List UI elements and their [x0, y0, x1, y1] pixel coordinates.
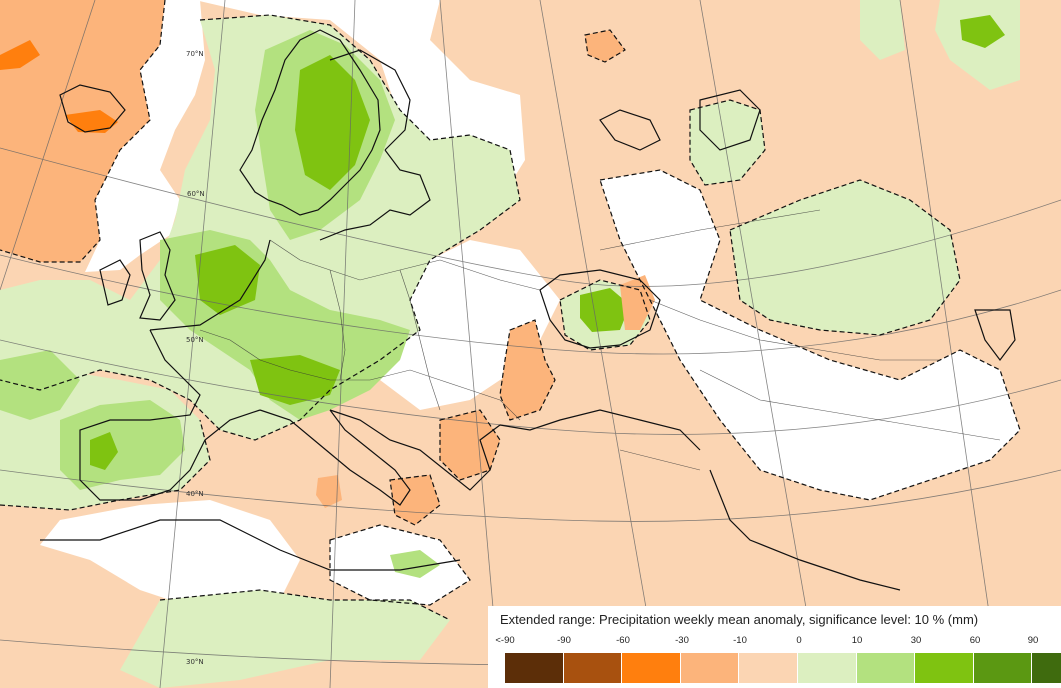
anomaly-neutral-north	[85, 0, 205, 272]
legend-label: 30	[910, 635, 922, 646]
anomaly-wet-southwest	[0, 350, 80, 420]
anomaly-wet-strong-alps	[250, 355, 340, 405]
anomaly-wet-strong-iberia	[90, 432, 118, 470]
country-borders	[199, 209, 1001, 471]
legend-swatch	[505, 653, 563, 683]
legend-label: -60	[616, 635, 630, 646]
anomaly-dry-ukraine	[620, 275, 655, 330]
anomaly-wet-light-russia	[730, 180, 960, 335]
legend-swatch	[563, 653, 622, 683]
legend-label: -30	[675, 635, 689, 646]
anomaly-dry-strong-greenland	[0, 40, 40, 70]
legend-swatch	[973, 653, 1032, 683]
legend-color-bar	[505, 653, 1061, 683]
legend-label: 90	[1027, 635, 1039, 646]
anomaly-wet-iberia	[60, 400, 185, 490]
legend-label: 10	[851, 635, 863, 646]
anomaly-wet-nw-africa	[390, 550, 440, 578]
lat-label-70: 70°N	[186, 50, 204, 58]
anomaly-wet-light-northeast	[690, 100, 765, 185]
lat-label-30: 30°N	[186, 658, 204, 666]
legend-swatch	[856, 653, 915, 683]
anomaly-wet-light-sahara	[120, 590, 450, 688]
lat-label-60: 60°N	[187, 190, 205, 198]
legend-labels: <-90 -90 -60 -30 -10 0 10 30 60 90	[488, 635, 1061, 649]
legend-title: Extended range: Precipitation weekly mea…	[500, 612, 979, 627]
lat-label-40: 40°N	[186, 490, 204, 498]
anomaly-dry-sardinia	[316, 475, 342, 508]
legend-swatch	[739, 653, 797, 683]
latitude-labels: 70°N 60°N 50°N 40°N 30°N	[186, 50, 205, 666]
legend-label: 0	[796, 635, 802, 646]
legend: Extended range: Precipitation weekly mea…	[488, 606, 1061, 688]
anomaly-wet-strong-germany	[195, 245, 260, 315]
lat-label-50: 50°N	[186, 336, 204, 344]
anomaly-neutral-east	[600, 170, 1020, 500]
legend-swatch	[622, 653, 680, 683]
legend-label: <-90	[495, 635, 515, 646]
anomaly-dry-arctic-patch	[585, 30, 625, 62]
legend-swatch	[680, 653, 739, 683]
anomaly-dry-strong-iceland	[65, 110, 118, 133]
legend-label: -10	[733, 635, 747, 646]
anomaly-dry-italy	[390, 475, 440, 525]
legend-swatch	[915, 653, 973, 683]
anomaly-dry-greece	[440, 410, 500, 480]
legend-swatch	[798, 653, 856, 683]
legend-label: 60	[969, 635, 981, 646]
anomaly-wet-strong-arctic	[960, 15, 1005, 48]
legend-swatch	[1032, 653, 1061, 683]
anomaly-wet-strong-scandinavia	[295, 55, 370, 190]
coastlines	[40, 29, 1016, 591]
legend-label: -90	[557, 635, 571, 646]
